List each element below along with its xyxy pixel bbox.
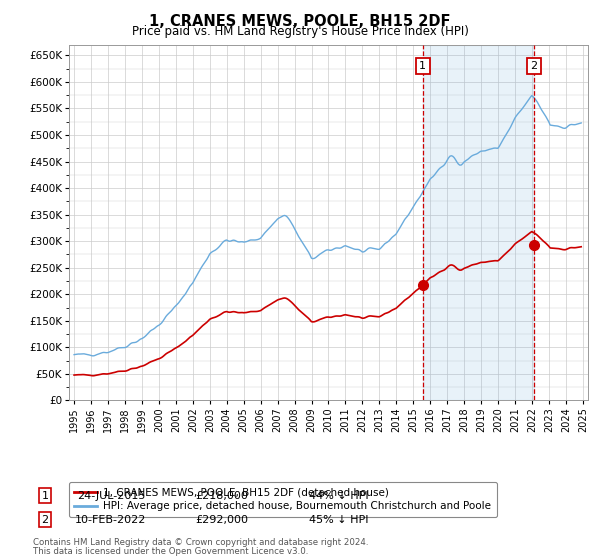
Text: 1, CRANES MEWS, POOLE, BH15 2DF: 1, CRANES MEWS, POOLE, BH15 2DF [149,14,451,29]
Text: 2: 2 [41,515,49,525]
Text: £292,000: £292,000 [196,515,248,525]
Text: This data is licensed under the Open Government Licence v3.0.: This data is licensed under the Open Gov… [33,547,308,556]
Text: 45% ↓ HPI: 45% ↓ HPI [309,515,369,525]
Text: £218,000: £218,000 [196,491,248,501]
Text: 44% ↓ HPI: 44% ↓ HPI [309,491,369,501]
Text: 24-JUL-2015: 24-JUL-2015 [77,491,145,501]
Text: Price paid vs. HM Land Registry's House Price Index (HPI): Price paid vs. HM Land Registry's House … [131,25,469,38]
Text: 1: 1 [419,61,427,71]
Bar [423,45,534,400]
Legend: 1, CRANES MEWS, POOLE, BH15 2DF (detached house), HPI: Average price, detached h: 1, CRANES MEWS, POOLE, BH15 2DF (detache… [69,482,497,517]
Text: 2: 2 [530,61,538,71]
Text: Contains HM Land Registry data © Crown copyright and database right 2024.: Contains HM Land Registry data © Crown c… [33,538,368,547]
Text: 10-FEB-2022: 10-FEB-2022 [76,515,146,525]
Text: 1: 1 [41,491,49,501]
